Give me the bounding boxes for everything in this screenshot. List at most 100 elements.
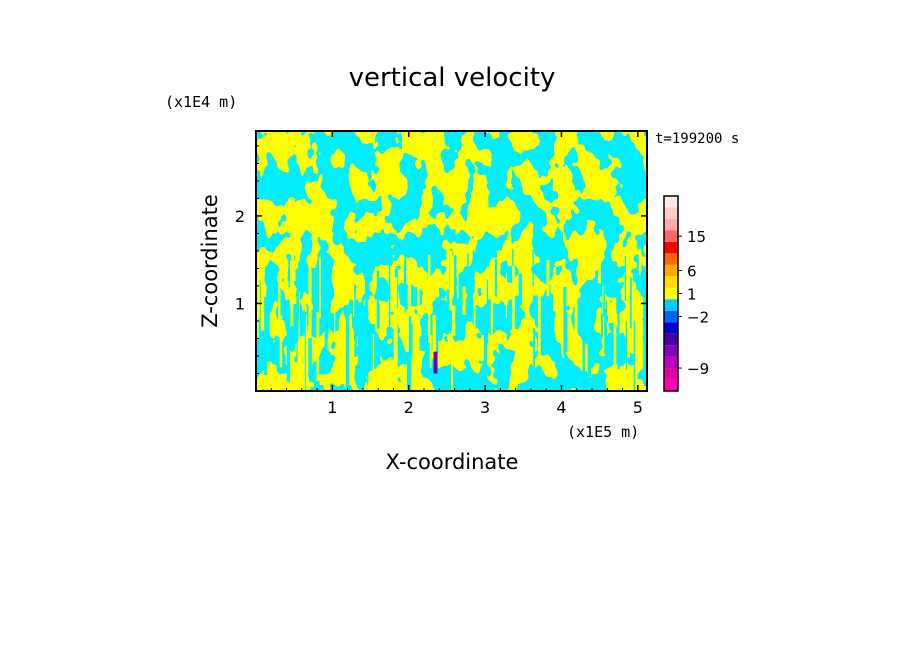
y-tick-label: 2 (235, 207, 245, 226)
y-unit-label: (x1E4 m) (165, 93, 237, 111)
field-streak (601, 313, 603, 338)
field-streak (256, 276, 260, 319)
y-axis-label: Z-coordinate (198, 194, 222, 328)
field-streak (377, 304, 380, 329)
field-streak (546, 296, 550, 353)
field-streak (432, 315, 436, 359)
field-streak (290, 275, 294, 327)
field-streak (451, 330, 454, 391)
colorbar-label: 6 (687, 263, 697, 281)
field-streak (643, 308, 646, 339)
field-streak (583, 289, 586, 340)
field-streak (447, 299, 450, 328)
field-streak (634, 332, 638, 391)
field-streak (582, 316, 586, 385)
x-axis: 1 2 3 4 5 (270, 131, 643, 417)
field-streak (483, 318, 488, 391)
field-streak (407, 330, 411, 391)
field-streak (512, 265, 515, 341)
colorbar-cell (664, 287, 678, 300)
x-tick-label: 3 (480, 398, 490, 417)
field-streak (627, 275, 630, 358)
field-streak (467, 252, 469, 306)
field-streak (354, 284, 356, 341)
y-tick-label: 1 (235, 294, 245, 313)
field-streak (407, 270, 412, 313)
field-streak (367, 248, 370, 300)
field-streak (286, 302, 291, 382)
field-streak (617, 288, 620, 370)
time-label: t=199200 s (655, 131, 739, 147)
field-streak (446, 289, 449, 310)
colorbar-cell (664, 333, 678, 346)
field-streak (603, 279, 605, 317)
plot-area (256, 131, 647, 391)
field-streak (264, 296, 268, 376)
field-streak (613, 297, 617, 387)
field-streak (472, 250, 475, 293)
field-streak (316, 312, 320, 382)
colorbar-label: 1 (687, 286, 697, 304)
field-streak (305, 314, 307, 391)
strong-downdraft-marker (433, 351, 438, 374)
x-tick-label: 5 (633, 398, 643, 417)
field-streak (533, 335, 535, 391)
field-streak (417, 276, 420, 354)
colorbar-label: −9 (687, 360, 709, 378)
x-tick-label: 1 (327, 398, 337, 417)
field-streak (308, 313, 312, 376)
field-streak (518, 273, 523, 306)
field-streak (563, 287, 567, 357)
field-streak (334, 296, 336, 338)
field-streak (296, 289, 298, 363)
colorbar-cell (664, 241, 678, 254)
field-streak (372, 334, 375, 391)
field-streak (429, 335, 432, 369)
field-streak (297, 284, 299, 321)
field-streak (574, 299, 578, 340)
field-streak (553, 267, 557, 312)
field-streak (410, 323, 413, 357)
field-streak (640, 272, 644, 297)
field-streak (563, 338, 567, 367)
colorbar-cell (664, 196, 678, 208)
colorbar-cell (664, 368, 678, 380)
field-streak (537, 284, 541, 366)
colorbar-cell (664, 218, 678, 231)
colorbar-cell (664, 253, 678, 265)
x-axis-label: X-coordinate (386, 450, 519, 474)
field-streak (298, 291, 300, 341)
colorbar: 15 6 1 −2 −9 (663, 195, 709, 392)
plot-frame (255, 130, 648, 392)
field-streak (638, 304, 641, 343)
x-tick-label: 4 (556, 398, 566, 417)
colorbar-cell (664, 207, 678, 219)
field-streak (313, 277, 316, 306)
field-streak (511, 248, 514, 270)
field-streak (490, 288, 494, 335)
colorbar-cell (664, 276, 678, 288)
field-streak (354, 319, 357, 357)
field-streak (552, 307, 555, 337)
field-streak (349, 313, 352, 379)
field-streak (321, 261, 323, 294)
field-streak (449, 250, 453, 311)
field-streak (365, 279, 368, 316)
field-streak (405, 320, 409, 352)
field-streak (278, 271, 281, 327)
field-streak (279, 315, 283, 368)
field-streak (505, 272, 508, 318)
field-streak (454, 255, 457, 337)
field-streak (394, 307, 398, 369)
field-streak (604, 309, 608, 355)
field-streak (532, 249, 534, 287)
colorbar-cell (664, 345, 678, 357)
field-streak (292, 260, 296, 282)
field-streak (638, 248, 642, 276)
colorbar-label: 15 (687, 228, 706, 246)
field-streak (629, 277, 632, 329)
colorbar-cell (664, 310, 678, 323)
field-streak (367, 319, 369, 386)
colorbar-cell (664, 356, 678, 369)
